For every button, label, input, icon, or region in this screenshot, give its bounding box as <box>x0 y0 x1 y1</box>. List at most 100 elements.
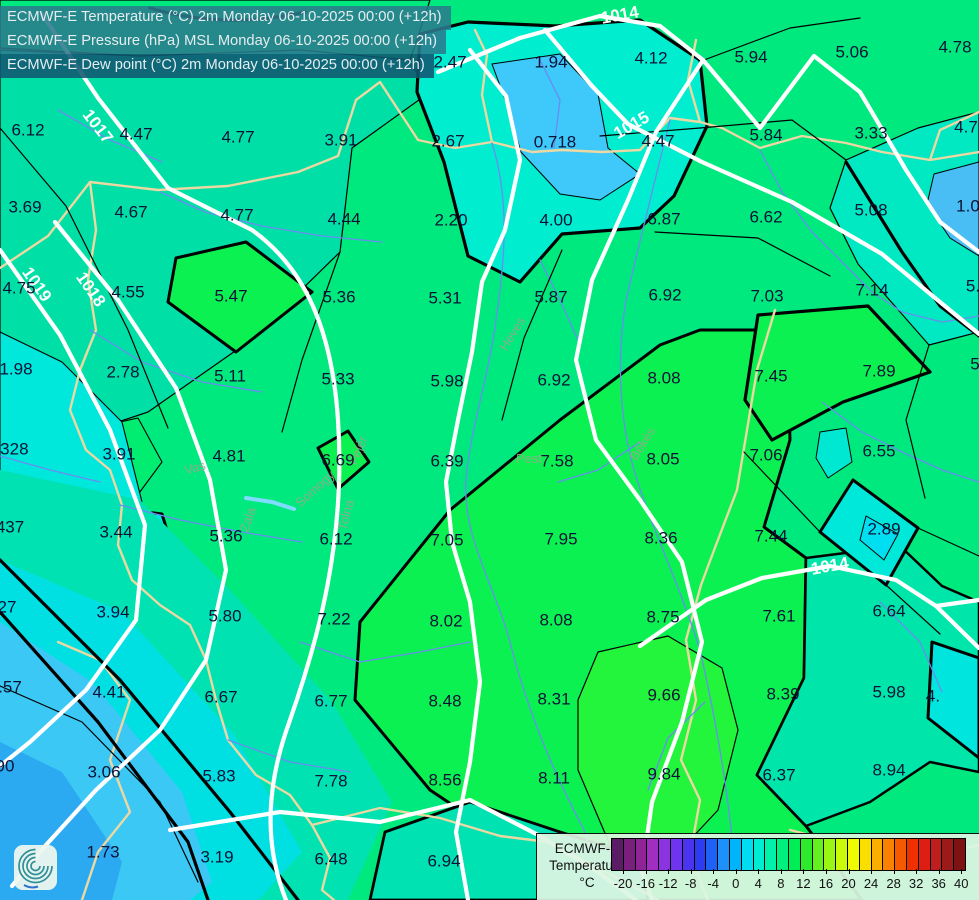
station-value: .328 <box>0 439 29 458</box>
station-value: 4.41 <box>92 682 125 701</box>
legend-tick <box>893 869 895 874</box>
contour-thin-line <box>599 119 847 161</box>
legend-tick <box>780 869 782 874</box>
station-value: 4.7 <box>954 117 978 136</box>
border-line <box>0 80 979 270</box>
station-value: 3.69 <box>8 197 41 216</box>
legend-color-cell <box>906 839 919 870</box>
legend-color-cell <box>682 839 695 870</box>
station-value: 8.08 <box>647 368 680 387</box>
station-value: 2.78 <box>106 362 139 381</box>
station-value: 2.67 <box>431 131 464 150</box>
isobar-line <box>625 57 706 203</box>
station-value: 5.98 <box>872 682 905 701</box>
logo-wave-icon <box>23 884 39 889</box>
legend-tick-label: 36 <box>931 876 946 891</box>
station-value: 6.37 <box>762 765 795 784</box>
legend-tick <box>825 869 827 874</box>
legend-color-cell <box>895 839 907 870</box>
contour-thin-line <box>501 249 563 421</box>
station-value: 4.55 <box>111 282 144 301</box>
station-value: 9.84 <box>647 764 680 783</box>
station-value: 8.94 <box>872 760 905 779</box>
station-value: 1.98 <box>0 359 33 378</box>
legend-title-unit: °C <box>579 875 595 890</box>
river-line <box>119 504 303 543</box>
county-label: Pest <box>516 451 542 466</box>
station-value: 6.12 <box>11 120 44 139</box>
contour-thin-line <box>743 451 821 533</box>
legend-tick-label: 28 <box>886 876 901 891</box>
legend-color-cell <box>765 839 778 870</box>
legend-color-cell <box>729 839 742 870</box>
legend-color-cell <box>883 839 896 870</box>
border-line <box>928 110 979 162</box>
border-line <box>68 180 336 900</box>
station-value: 5.11 <box>214 366 246 385</box>
station-value: 6.64 <box>872 601 905 620</box>
station-value: 5.83 <box>202 766 235 785</box>
legend-color-cell <box>824 839 837 870</box>
station-value: 5 <box>970 354 979 373</box>
legend-tick-label: 12 <box>796 876 811 891</box>
station-value: 3.91 <box>102 444 135 463</box>
legend-tick-label: -16 <box>636 876 655 891</box>
contour-thick-line <box>0 610 210 900</box>
station-value: 6.87 <box>647 209 680 228</box>
station-value: 437 <box>0 517 24 536</box>
station-value: 8.08 <box>539 610 572 629</box>
station-value: 7.22 <box>317 609 350 628</box>
river-line <box>0 455 101 483</box>
station-value: 0.718 <box>534 132 577 151</box>
station-value: 8.39 <box>766 684 799 703</box>
station-value: 4.47 <box>119 124 152 143</box>
legend-tick <box>758 869 760 874</box>
river-line <box>879 601 943 693</box>
station-value: 8.56 <box>428 770 461 789</box>
river-line <box>465 142 601 883</box>
station-value: 1.73 <box>86 842 119 861</box>
station-value: 4.81 <box>212 446 245 465</box>
station-value: 6.92 <box>648 285 681 304</box>
legend-color-bar <box>611 838 966 871</box>
river-line <box>539 59 561 149</box>
legend-tick-label: 20 <box>841 876 856 891</box>
legend-color-cell <box>659 839 671 870</box>
station-value: 7.03 <box>750 286 783 305</box>
station-value: 6.92 <box>537 370 570 389</box>
contour-thin-line <box>654 231 831 277</box>
legend-tick-label: -4 <box>707 876 719 891</box>
station-value: 7.45 <box>754 366 787 385</box>
station-value: 1.0 <box>956 196 979 215</box>
region-bright-patch-789 <box>743 304 932 442</box>
station-value: 7.61 <box>762 606 795 625</box>
legend-color-cell <box>800 839 813 870</box>
legend-color-cell <box>871 839 884 870</box>
river-line <box>299 641 471 663</box>
region-teal-top-right <box>829 111 979 346</box>
legend-tick-label: 8 <box>777 876 785 891</box>
station-value: .57 <box>0 677 22 696</box>
river-line <box>539 259 579 341</box>
station-value: 4. <box>926 686 940 705</box>
legend-tick <box>735 869 737 874</box>
legend-color-cell <box>918 839 931 870</box>
legend-color-cell <box>753 839 766 870</box>
river-line <box>557 441 641 483</box>
legend-tick <box>690 869 692 874</box>
station-value: 6.69 <box>321 450 354 469</box>
station-value: 3.94 <box>96 602 129 621</box>
station-value: 6.94 <box>427 851 460 870</box>
station-value: 4.44 <box>327 209 360 228</box>
legend-tick <box>645 869 647 874</box>
station-value: 2.47 <box>433 52 466 71</box>
header-line-temperature: ECMWF-E Temperature (°C) 2m Monday 06-10… <box>0 6 451 30</box>
legend-tick-label: -8 <box>684 876 697 891</box>
isobar-line <box>39 11 342 900</box>
station-value: 4.75 <box>2 278 35 297</box>
station-value: 9.66 <box>647 685 680 704</box>
river-line <box>821 401 979 483</box>
isobar-line <box>0 247 148 769</box>
river-line <box>619 119 735 859</box>
contour-thin-line <box>281 251 341 433</box>
